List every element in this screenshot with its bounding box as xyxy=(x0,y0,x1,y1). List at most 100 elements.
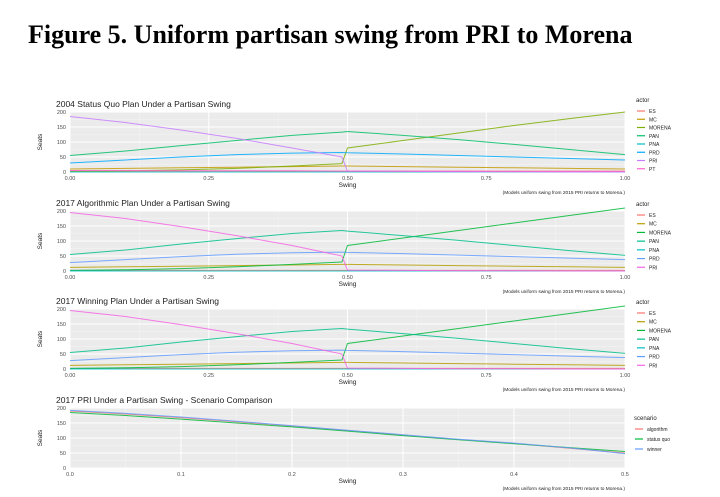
legend-label: PT xyxy=(649,167,655,173)
x-tick-label: 0.2 xyxy=(288,472,296,478)
series-line-pri xyxy=(69,310,625,370)
y-tick-label: 200 xyxy=(57,110,66,116)
gridlines xyxy=(69,111,626,173)
x-tick-label: 0.25 xyxy=(203,373,214,379)
series-lines xyxy=(69,409,626,455)
figure-title: Figure 5. Uniform partisan swing from PR… xyxy=(28,20,633,49)
legend-label: PRD xyxy=(649,355,660,361)
x-tick-label: 0.3 xyxy=(399,472,407,478)
series-lines xyxy=(69,207,626,272)
y-axis-label: Seats xyxy=(37,330,44,347)
legend-label: PAN xyxy=(649,134,659,140)
x-tick-label: 0.00 xyxy=(65,373,76,379)
panel-caption: (Models uniform swing from 2015 PRI retu… xyxy=(503,289,626,295)
series-line-pan xyxy=(69,229,626,256)
chart-panel-3: 2017 Winning Plan Under a Partisan Swing… xyxy=(37,296,672,393)
panel-caption: (Models uniform swing from 2015 PRI retu… xyxy=(503,387,626,393)
series-line-prd xyxy=(69,251,626,264)
legend-label: PRI xyxy=(649,363,657,369)
x-tick-label: 0.25 xyxy=(203,275,214,281)
y-tick-label: 150 xyxy=(57,322,66,328)
legend-label: PNA xyxy=(649,346,660,352)
legend-label: MC xyxy=(649,222,657,228)
x-tick-label: 1.00 xyxy=(620,275,631,281)
y-axis-label: Seats xyxy=(37,429,44,446)
legend-title: actor xyxy=(636,98,649,104)
series-lines xyxy=(69,111,626,173)
legend-label: PAN xyxy=(649,337,659,343)
legend-label: MC xyxy=(649,320,657,326)
legend-label: PNA xyxy=(649,142,660,148)
series-line-morena xyxy=(69,207,626,271)
x-tick-label: 0.4 xyxy=(510,472,518,478)
series-line-prd xyxy=(69,349,626,362)
legend-label: MORENA xyxy=(649,328,672,334)
y-tick-label: 0 xyxy=(63,170,66,176)
legend-label: PAN xyxy=(649,239,659,245)
y-tick-label: 100 xyxy=(57,140,66,146)
y-tick-label: 150 xyxy=(57,224,66,230)
legend-label: PRD xyxy=(649,150,660,156)
x-tick-label: 0.50 xyxy=(342,176,353,182)
y-axis-label: Seats xyxy=(37,232,44,249)
series-line-morena xyxy=(69,111,626,172)
x-tick-label: 0.50 xyxy=(342,373,353,379)
y-tick-label: 50 xyxy=(60,155,66,161)
x-tick-label: 0.75 xyxy=(481,275,492,281)
x-tick-label: 1.00 xyxy=(620,176,631,182)
x-tick-label: 0.1 xyxy=(177,472,185,478)
y-tick-label: 100 xyxy=(57,436,66,442)
x-axis-label: Swing xyxy=(339,379,357,386)
legend-label: MORENA xyxy=(649,230,672,236)
legend-title: actor xyxy=(636,300,649,306)
x-tick-label: 0.0 xyxy=(66,472,74,478)
chart-panel-4: 2017 PRI Under a Partisan Swing - Scenar… xyxy=(37,395,670,492)
series-line-pan xyxy=(69,130,626,156)
y-tick-label: 50 xyxy=(60,254,66,260)
legend-label: ES xyxy=(649,311,656,317)
x-tick-label: 0.50 xyxy=(342,275,353,281)
legend-label: PRI xyxy=(649,265,657,271)
series-line-prd xyxy=(69,151,626,164)
panel-caption: (Models uniform swing from 2015 PRI retu… xyxy=(503,190,626,196)
y-axis-label: Seats xyxy=(37,133,44,150)
x-tick-label: 0.75 xyxy=(481,176,492,182)
panel-title: 2017 Winning Plan Under a Partisan Swing xyxy=(56,296,219,306)
chart-panel-1: 2004 Status Quo Plan Under a Partisan Sw… xyxy=(37,98,672,196)
y-tick-label: 100 xyxy=(57,337,66,343)
x-tick-label: 0.00 xyxy=(65,176,76,182)
legend-label: winner xyxy=(647,447,662,453)
y-tick-label: 200 xyxy=(57,406,66,412)
series-line-winner xyxy=(69,409,626,455)
panel-title: 2017 Algorithmic Plan Under a Partisan S… xyxy=(56,198,230,208)
y-tick-label: 0 xyxy=(63,367,66,373)
gridlines xyxy=(69,210,626,272)
series-line-pri xyxy=(69,212,625,272)
panel-title: 2017 PRI Under a Partisan Swing - Scenar… xyxy=(56,395,273,405)
legend-title: scenario xyxy=(634,416,657,422)
legend-label: status quo xyxy=(647,437,670,443)
series-line-mc xyxy=(69,165,626,170)
series-line-pan xyxy=(69,327,626,354)
legend-title: actor xyxy=(636,202,649,208)
legend-label: algorithm xyxy=(647,427,668,433)
y-tick-label: 50 xyxy=(60,451,66,457)
legend-label: ES xyxy=(649,213,656,219)
x-tick-label: 0.25 xyxy=(203,176,214,182)
legend-label: PRD xyxy=(649,257,660,263)
y-tick-label: 150 xyxy=(57,125,66,131)
y-tick-label: 200 xyxy=(57,307,66,313)
x-tick-label: 0.00 xyxy=(65,275,76,281)
legend-label: MORENA xyxy=(649,126,672,132)
x-axis-label: Swing xyxy=(339,281,357,288)
legend-label: PRI xyxy=(649,159,657,165)
y-tick-label: 100 xyxy=(57,239,66,245)
x-axis-label: Swing xyxy=(339,182,357,189)
series-line-morena xyxy=(69,305,626,369)
gridlines xyxy=(69,407,626,469)
y-tick-label: 0 xyxy=(63,466,66,472)
